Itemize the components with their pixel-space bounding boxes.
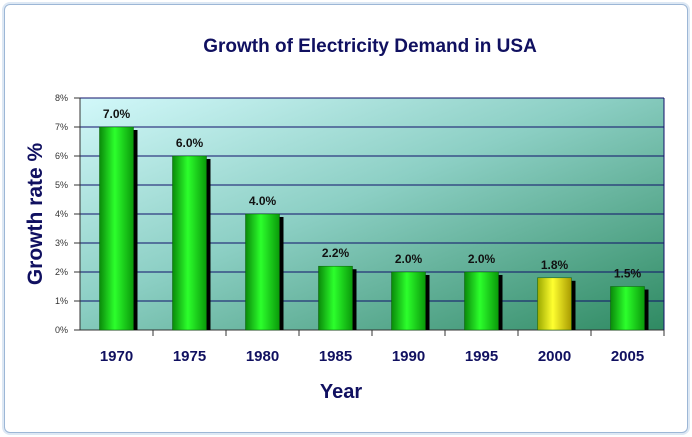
x-tick-label: 1990 bbox=[392, 348, 425, 365]
data-label: 4.0% bbox=[249, 194, 277, 208]
y-tick-label: 1% bbox=[55, 296, 68, 306]
y-tick-label: 3% bbox=[55, 238, 68, 248]
x-tick-label: 1970 bbox=[100, 348, 133, 365]
bar-2005 bbox=[610, 286, 645, 331]
chart-title: Growth of Electricity Demand in USA bbox=[203, 36, 537, 57]
x-tick-label: 1985 bbox=[319, 348, 352, 365]
bar-1980 bbox=[245, 213, 280, 331]
bar-1985 bbox=[318, 265, 353, 331]
bar-1975 bbox=[172, 155, 207, 331]
y-tick-label: 5% bbox=[55, 180, 68, 190]
x-tick-label: 2005 bbox=[611, 348, 644, 365]
data-label: 6.0% bbox=[176, 136, 204, 150]
data-label: 2.0% bbox=[468, 252, 496, 266]
x-axis-label: Year bbox=[320, 381, 362, 403]
y-tick-label: 4% bbox=[55, 209, 68, 219]
data-label: 2.2% bbox=[322, 246, 350, 260]
bar-2000 bbox=[537, 277, 572, 331]
data-label: 7.0% bbox=[103, 107, 131, 121]
y-tick-label: 2% bbox=[55, 267, 68, 277]
y-tick-label: 0% bbox=[55, 325, 68, 335]
y-axis-label: Growth rate % bbox=[24, 142, 47, 285]
y-tick-label: 6% bbox=[55, 151, 68, 161]
y-tick-label: 8% bbox=[55, 93, 68, 103]
data-label: 2.0% bbox=[395, 252, 423, 266]
x-tick-label: 1980 bbox=[246, 348, 279, 365]
bar-1990 bbox=[391, 271, 426, 331]
bar-1970 bbox=[99, 126, 134, 331]
x-tick-label: 1975 bbox=[173, 348, 206, 365]
y-tick-label: 7% bbox=[55, 122, 68, 132]
bar-1995 bbox=[464, 271, 499, 331]
data-label: 1.5% bbox=[614, 267, 642, 281]
x-tick-label: 1995 bbox=[465, 348, 498, 365]
data-label: 1.8% bbox=[541, 258, 569, 272]
x-tick-label: 2000 bbox=[538, 348, 571, 365]
